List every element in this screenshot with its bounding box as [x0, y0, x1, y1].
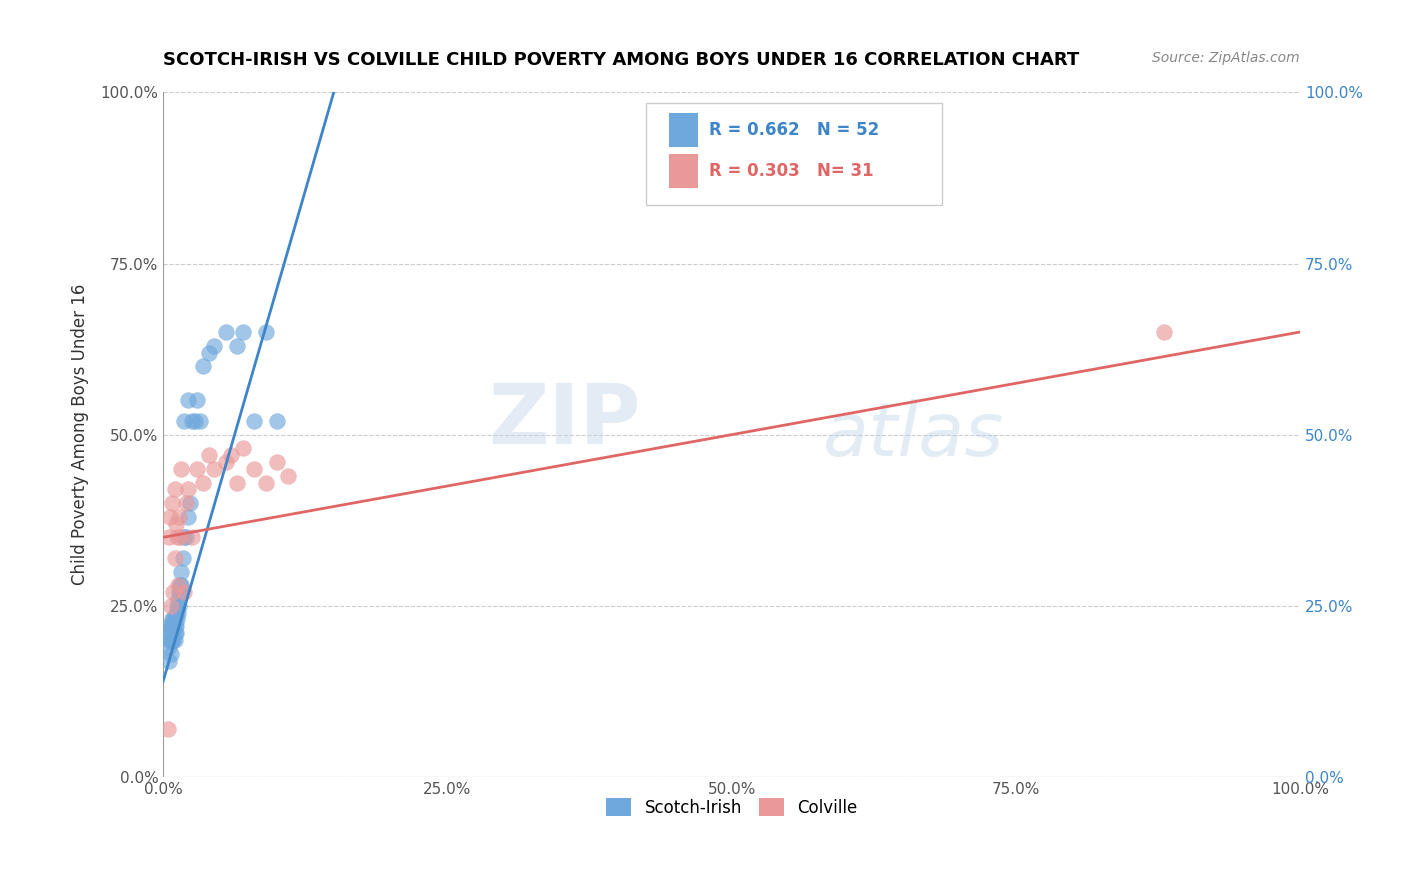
Point	[163, 483, 186, 497]
Point	[184, 414, 207, 428]
Point	[215, 455, 238, 469]
Point	[160, 647, 183, 661]
Point	[160, 619, 183, 633]
Point	[243, 414, 266, 428]
Point	[169, 585, 191, 599]
Text: ZIP: ZIP	[488, 381, 641, 461]
Point	[243, 462, 266, 476]
Point	[266, 455, 288, 469]
Point	[166, 599, 188, 613]
Point	[226, 339, 249, 353]
Point	[163, 626, 186, 640]
Point	[232, 325, 254, 339]
Point	[165, 516, 187, 531]
Point	[160, 626, 183, 640]
Point	[170, 565, 193, 579]
Point	[180, 530, 202, 544]
Point	[163, 619, 186, 633]
Point	[157, 626, 180, 640]
Point	[169, 578, 191, 592]
Point	[191, 475, 214, 490]
Point	[170, 462, 193, 476]
Point	[202, 462, 225, 476]
Point	[254, 325, 277, 339]
Point	[173, 530, 195, 544]
Point	[186, 462, 208, 476]
Point	[156, 722, 179, 736]
Point	[162, 612, 184, 626]
Point	[165, 626, 187, 640]
Point	[157, 632, 180, 647]
Point	[159, 509, 181, 524]
Point	[170, 578, 193, 592]
Point	[179, 496, 201, 510]
FancyBboxPatch shape	[647, 103, 942, 205]
Point	[197, 345, 219, 359]
Point	[177, 393, 200, 408]
Point	[162, 612, 184, 626]
Point	[172, 550, 194, 565]
Point	[163, 550, 186, 565]
Point	[202, 339, 225, 353]
Point	[277, 468, 299, 483]
Text: Source: ZipAtlas.com: Source: ZipAtlas.com	[1153, 51, 1301, 65]
Point	[167, 606, 190, 620]
Point	[266, 414, 288, 428]
FancyBboxPatch shape	[669, 154, 697, 188]
Point	[165, 606, 187, 620]
Point	[162, 619, 184, 633]
Text: atlas: atlas	[823, 399, 1004, 471]
Point	[169, 530, 191, 544]
Point	[254, 475, 277, 490]
Point	[163, 612, 186, 626]
Point	[177, 509, 200, 524]
Point	[186, 393, 208, 408]
Point	[157, 653, 180, 667]
Point	[157, 530, 180, 544]
Point	[167, 509, 190, 524]
Point	[165, 619, 187, 633]
Legend: Scotch-Irish, Colville: Scotch-Irish, Colville	[599, 792, 863, 823]
Point	[167, 585, 190, 599]
Point	[166, 530, 188, 544]
Point	[1153, 325, 1175, 339]
Text: SCOTCH-IRISH VS COLVILLE CHILD POVERTY AMONG BOYS UNDER 16 CORRELATION CHART: SCOTCH-IRISH VS COLVILLE CHILD POVERTY A…	[163, 51, 1080, 69]
Point	[157, 640, 180, 654]
Point	[167, 599, 190, 613]
Point	[162, 619, 184, 633]
Point	[162, 585, 184, 599]
Point	[163, 632, 186, 647]
Point	[188, 414, 211, 428]
Point	[173, 585, 195, 599]
Text: R = 0.662   N = 52: R = 0.662 N = 52	[709, 121, 879, 139]
Point	[173, 414, 195, 428]
Point	[221, 448, 243, 462]
Point	[226, 475, 249, 490]
Point	[232, 442, 254, 456]
Point	[191, 359, 214, 374]
Point	[167, 591, 190, 606]
Y-axis label: Child Poverty Among Boys Under 16: Child Poverty Among Boys Under 16	[72, 284, 89, 585]
Point	[215, 325, 238, 339]
Text: R = 0.303   N= 31: R = 0.303 N= 31	[709, 162, 873, 180]
Point	[162, 496, 184, 510]
Point	[197, 448, 219, 462]
Point	[177, 483, 200, 497]
Point	[157, 619, 180, 633]
Point	[174, 496, 197, 510]
Point	[160, 599, 183, 613]
FancyBboxPatch shape	[669, 113, 697, 147]
Point	[180, 414, 202, 428]
Point	[166, 612, 188, 626]
Point	[162, 632, 184, 647]
Point	[162, 632, 184, 647]
Point	[167, 578, 190, 592]
Point	[174, 530, 197, 544]
Point	[160, 632, 183, 647]
